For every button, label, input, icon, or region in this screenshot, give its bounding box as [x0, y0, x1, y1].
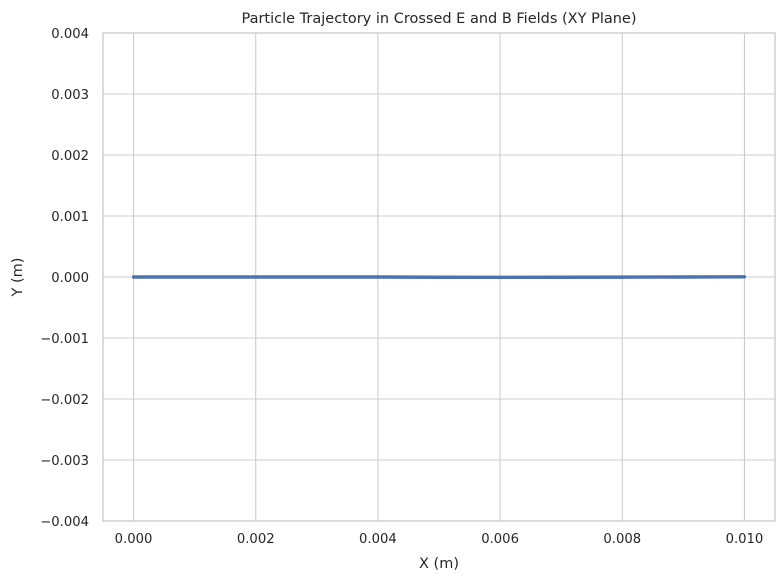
y-tick-label: −0.002 [40, 393, 89, 408]
x-tick-label: 0.010 [726, 532, 764, 547]
x-tick-label: 0.004 [359, 532, 397, 547]
chart-title: Particle Trajectory in Crossed E and B F… [241, 11, 636, 27]
y-tick-label: −0.004 [40, 515, 89, 530]
x-tick-label: 0.006 [481, 532, 519, 547]
x-tick-labels: 0.000 0.002 0.004 0.006 0.008 0.010 [115, 532, 764, 547]
plot-frame [102, 32, 776, 522]
y-tick-label: −0.001 [40, 332, 89, 347]
y-tick-label: 0.000 [51, 271, 89, 286]
x-tick-label: 0.000 [115, 532, 153, 547]
x-tick-label: 0.002 [237, 532, 275, 547]
y-tick-label: 0.001 [51, 210, 89, 225]
y-tick-labels: −0.004 −0.003 −0.002 −0.001 0.000 0.001 0.002 0… [40, 27, 89, 530]
y-tick-label: 0.004 [51, 27, 89, 42]
y-tick-label: 0.002 [51, 149, 89, 164]
x-tick-label: 0.008 [603, 532, 641, 547]
y-tick-label: −0.003 [40, 454, 89, 469]
x-axis-label: X (m) [419, 556, 459, 572]
y-tick-label: 0.003 [51, 88, 89, 103]
y-axis-label: Y (m) [10, 258, 26, 298]
